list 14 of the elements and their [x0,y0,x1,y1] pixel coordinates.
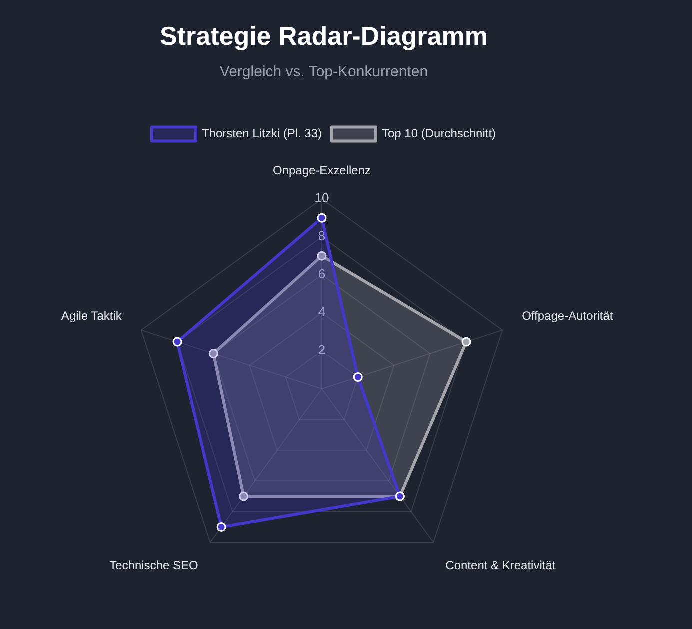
y-tick-label: 2 [318,342,326,358]
y-tick-label: 6 [318,266,326,282]
y-tick-label: 8 [318,228,326,244]
spoke-label: Onpage-Exzellenz [272,164,372,178]
spoke-label: Content & Kreativität [446,558,556,573]
chart-subtitle: Vergleich vs. Top-Konkurrenten [220,63,428,80]
legend-label: Thorsten Litzki (Pl. 33) [202,126,322,141]
spoke-label: Agile Taktik [61,309,123,324]
y-tick-label: 10 [314,190,330,206]
spoke-label: Technische SEO [110,558,198,573]
spoke-label: Offpage-Autorität [522,309,614,324]
legend-label: Top 10 (Durchschnitt) [382,126,496,141]
chart-title: Strategie Radar-Diagramm [160,20,488,51]
y-tick-label: 4 [318,304,326,320]
